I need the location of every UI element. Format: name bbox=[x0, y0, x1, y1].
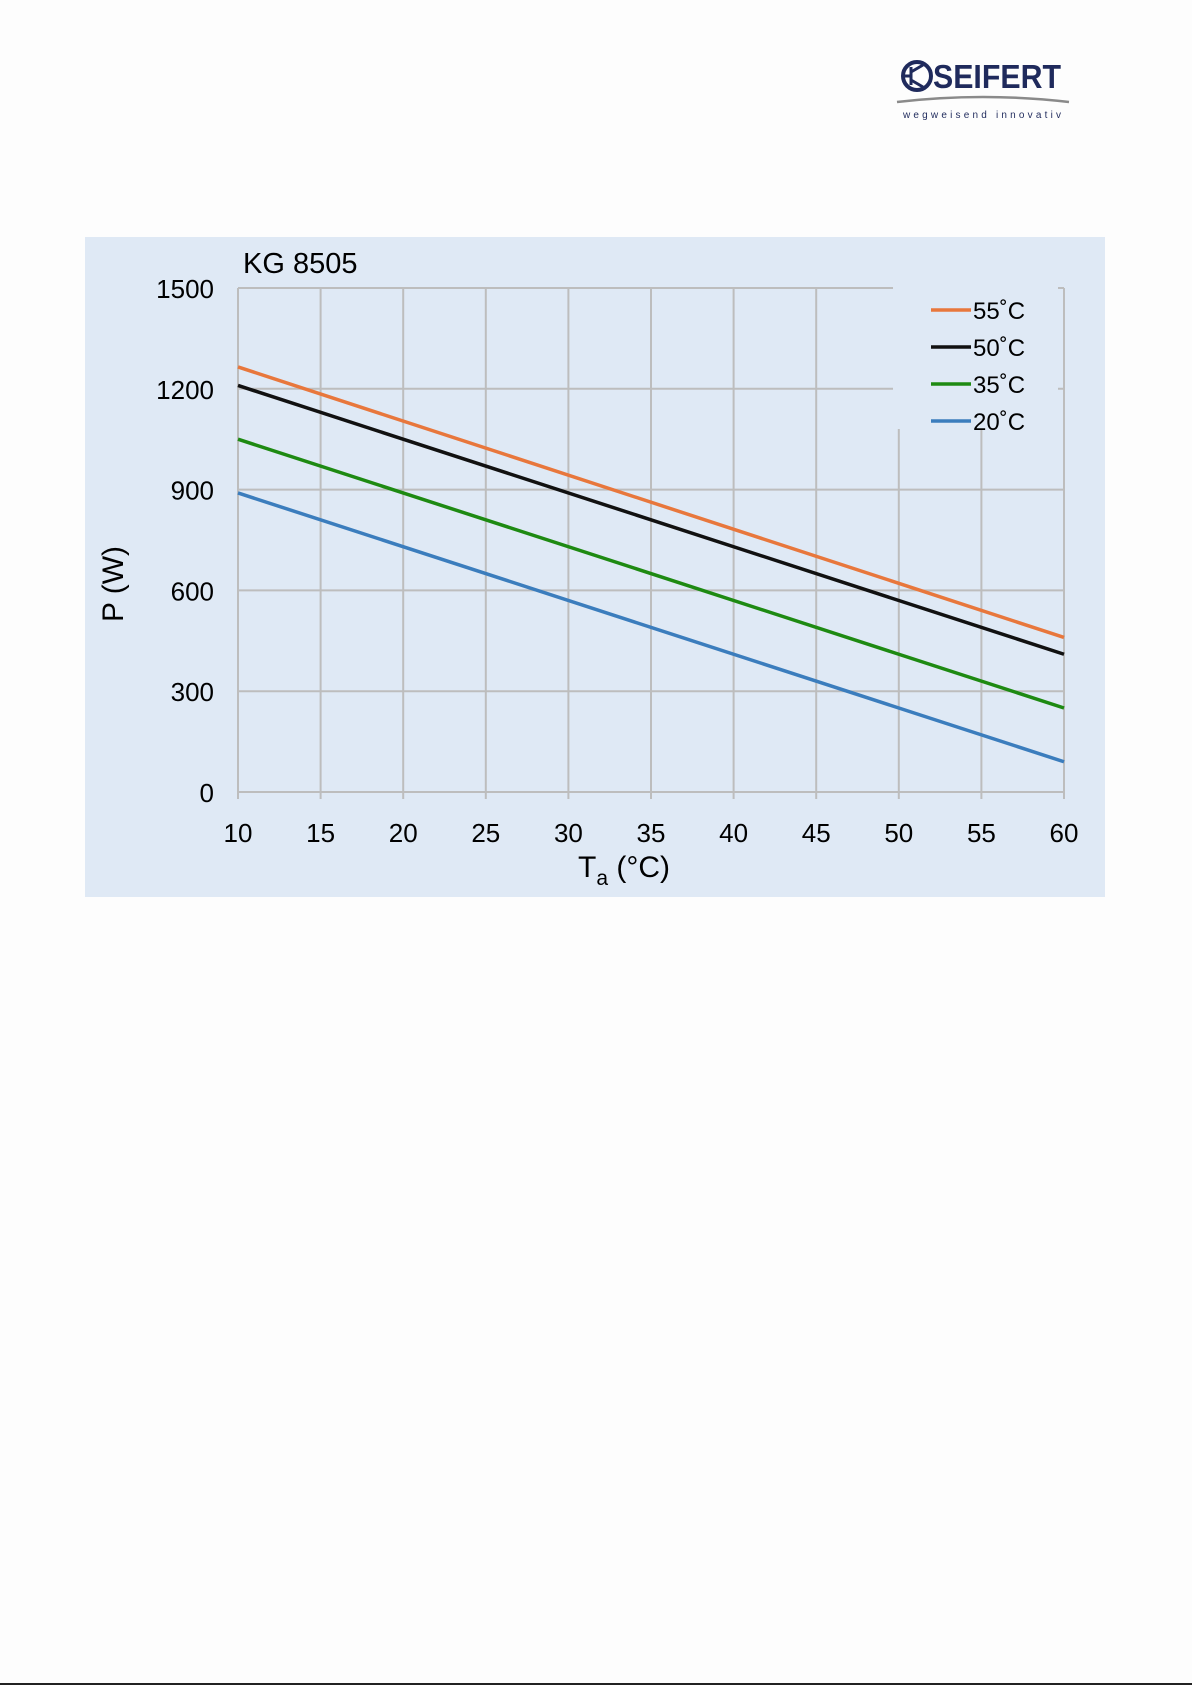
series-line bbox=[237, 365, 1065, 640]
y-tick-label: 0 bbox=[200, 778, 214, 808]
x-tick-label: 40 bbox=[719, 818, 748, 848]
x-axis-label: Ta (°C) bbox=[578, 851, 670, 890]
x-tick-label: 10 bbox=[224, 818, 253, 848]
legend-label: 20˚C bbox=[973, 409, 1025, 436]
y-tick-label: 300 bbox=[171, 677, 214, 707]
legend-label: 55˚C bbox=[973, 298, 1025, 325]
legend-box bbox=[893, 279, 1058, 429]
x-tick-label: 45 bbox=[802, 818, 831, 848]
series-line bbox=[237, 437, 1065, 710]
legend-label: 35˚C bbox=[973, 372, 1025, 399]
y-tick-labels: 0 300 600 900 1200 1500 bbox=[156, 274, 214, 808]
x-tick-label: 60 bbox=[1050, 818, 1079, 848]
x-tick-label: 20 bbox=[389, 818, 418, 848]
y-tick-label: 900 bbox=[171, 476, 214, 506]
x-axis-label-subscript: a bbox=[596, 867, 608, 890]
logo-graphic: SEIFERT wegweisend innovativ bbox=[896, 58, 1070, 121]
series-lines bbox=[237, 365, 1065, 764]
logo-swoosh bbox=[896, 95, 1070, 104]
page-bottom-rule bbox=[0, 1683, 1192, 1685]
series-line bbox=[237, 491, 1065, 764]
legend-label: 50˚C bbox=[973, 335, 1025, 362]
logo-tagline: wegweisend innovativ bbox=[902, 110, 1061, 121]
x-tick-labels: 10 15 20 25 30 35 40 45 50 55 60 bbox=[224, 818, 1079, 848]
x-tick-label: 25 bbox=[471, 818, 500, 848]
seifert-logo: SEIFERT wegweisend innovativ bbox=[893, 52, 1073, 124]
series-line bbox=[237, 383, 1065, 656]
chart-panel: 0 300 600 900 1200 1500 10 15 20 25 30 35 40 45 50 55 6… bbox=[85, 237, 1105, 897]
y-tick-label: 600 bbox=[171, 576, 214, 606]
chart-title: KG 8505 bbox=[243, 248, 357, 280]
power-derating-chart: 0 300 600 900 1200 1500 10 15 20 25 30 35 40 45 50 55 6… bbox=[97, 248, 1079, 890]
x-tick-label: 50 bbox=[884, 818, 913, 848]
chart-legend: 55˚C 50˚C 35˚C 20˚C bbox=[893, 279, 1058, 436]
y-tick-label: 1500 bbox=[156, 274, 214, 304]
y-tick-label: 1200 bbox=[156, 375, 214, 405]
x-tick-label: 15 bbox=[306, 818, 335, 848]
x-axis-label-unit: (°C) bbox=[608, 851, 670, 884]
x-axis-label-main: T bbox=[578, 851, 596, 884]
x-tick-label: 30 bbox=[554, 818, 583, 848]
logo-brand-text: SEIFERT bbox=[933, 58, 1061, 95]
x-tick-label: 35 bbox=[637, 818, 666, 848]
y-axis-label: P (W) bbox=[97, 546, 130, 622]
x-tick-label: 55 bbox=[967, 818, 996, 848]
